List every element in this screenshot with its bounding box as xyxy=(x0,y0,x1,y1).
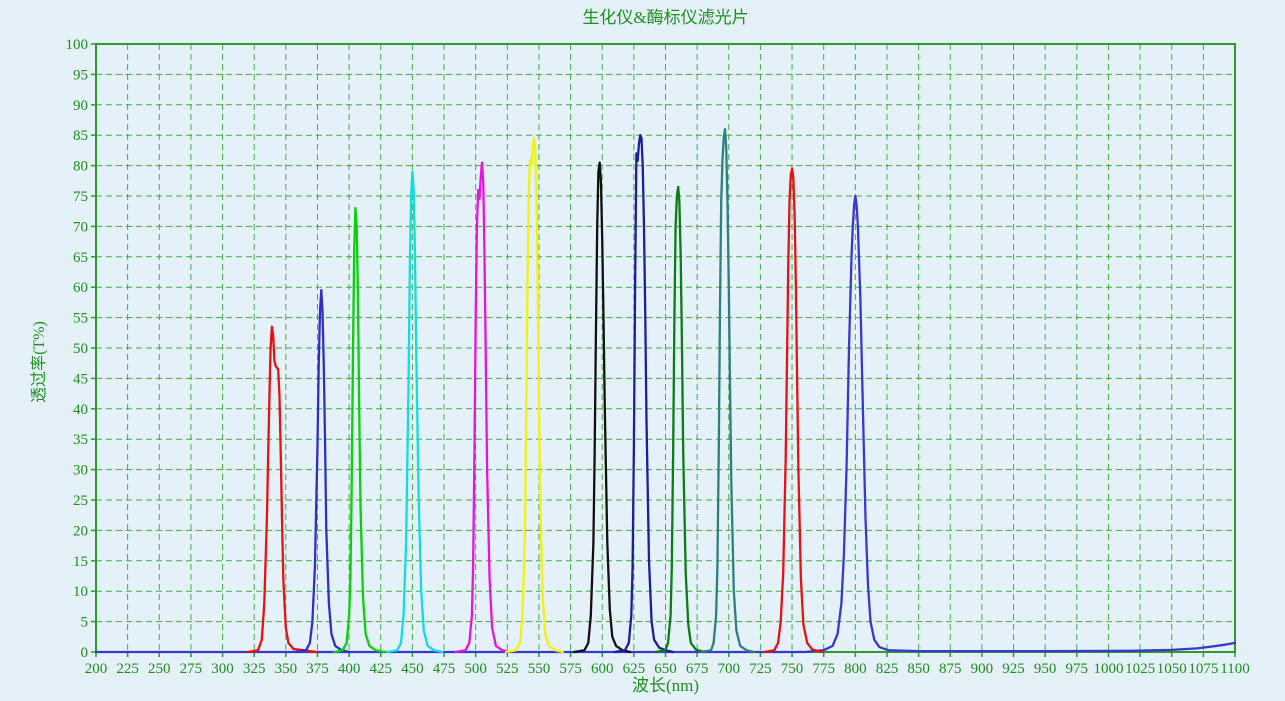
x-tick-label: 575 xyxy=(559,661,582,677)
y-tick-label: 30 xyxy=(73,463,88,479)
x-tick-label: 775 xyxy=(812,661,835,677)
x-tick-label: 1100 xyxy=(1220,661,1249,677)
x-tick-label: 450 xyxy=(401,661,424,677)
y-tick-label: 45 xyxy=(73,371,88,387)
y-tick-label: 0 xyxy=(81,645,89,661)
x-tick-label: 1075 xyxy=(1188,661,1218,677)
x-tick-label: 350 xyxy=(275,661,298,677)
curve-600nm xyxy=(573,161,632,654)
x-axis-label: 波长(nm) xyxy=(631,676,700,695)
x-tick-label: 1050 xyxy=(1157,661,1187,677)
x-tick-label: 650 xyxy=(654,661,677,677)
y-tick-label: 10 xyxy=(73,584,88,600)
x-tick-label: 550 xyxy=(528,661,551,677)
x-tick-label: 400 xyxy=(338,661,361,677)
x-tick-label: 950 xyxy=(1034,661,1057,677)
x-tick-label: 225 xyxy=(116,661,139,677)
curve-800nm xyxy=(94,194,1237,654)
y-tick-label: 95 xyxy=(73,67,88,83)
y-tick-label: 75 xyxy=(73,189,88,205)
curve-450nm xyxy=(385,170,444,654)
x-tick-label: 975 xyxy=(1066,661,1089,677)
y-tick-label: 85 xyxy=(73,128,88,144)
x-tick-label: 300 xyxy=(211,661,234,677)
x-tick-label: 525 xyxy=(496,661,519,677)
x-tick-label: 200 xyxy=(85,661,108,677)
curve-660nm xyxy=(654,185,706,654)
curve-405nm xyxy=(332,207,386,654)
x-tick-label: 425 xyxy=(370,661,393,677)
y-tick-label: 25 xyxy=(73,493,88,509)
x-tick-label: 375 xyxy=(306,661,329,677)
chart-title: 生化仪&酶标仪滤光片 xyxy=(582,8,749,27)
y-tick-label: 35 xyxy=(73,432,88,448)
y-tick-label: 60 xyxy=(73,280,88,296)
x-tick-label: 800 xyxy=(844,661,867,677)
x-tick-label: 900 xyxy=(971,661,994,677)
y-tick-label: 40 xyxy=(73,402,88,418)
curve-700nm xyxy=(699,127,756,654)
x-tick-label: 500 xyxy=(464,661,487,677)
x-tick-label: 750 xyxy=(781,661,804,677)
x-tick-label: 275 xyxy=(180,661,203,677)
x-tick-label: 1000 xyxy=(1093,661,1123,677)
x-tick-label: 325 xyxy=(243,661,266,677)
y-tick-label: 55 xyxy=(73,311,88,327)
y-tick-label: 100 xyxy=(66,37,89,53)
x-tick-label: 625 xyxy=(623,661,646,677)
y-axis-label: 透过率(T%) xyxy=(31,321,48,403)
x-tick-label: 850 xyxy=(907,661,930,677)
y-tick-label: 90 xyxy=(73,98,88,114)
x-tick-label: 725 xyxy=(749,661,772,677)
x-tick-label: 600 xyxy=(591,661,614,677)
curve-546nm xyxy=(504,137,565,654)
x-tick-label: 1025 xyxy=(1125,661,1155,677)
x-tick-label: 825 xyxy=(876,661,899,677)
y-tick-label: 15 xyxy=(73,554,88,570)
y-tick-label: 5 xyxy=(81,615,89,631)
curve-630nm xyxy=(613,134,675,654)
y-tick-label: 65 xyxy=(73,250,88,266)
curve-750nm xyxy=(763,167,824,654)
curve-340nm xyxy=(246,325,318,654)
curve-505nm xyxy=(454,161,511,654)
y-tick-label: 70 xyxy=(73,219,88,235)
y-tick-label: 80 xyxy=(73,159,88,175)
x-tick-label: 475 xyxy=(433,661,456,677)
y-tick-label: 50 xyxy=(73,341,88,357)
x-tick-label: 875 xyxy=(939,661,962,677)
x-tick-label: 700 xyxy=(718,661,741,677)
curve-378nm xyxy=(294,289,351,654)
x-tick-label: 675 xyxy=(686,661,709,677)
x-tick-label: 925 xyxy=(1002,661,1025,677)
x-tick-label: 250 xyxy=(148,661,171,677)
y-tick-label: 20 xyxy=(73,523,88,539)
